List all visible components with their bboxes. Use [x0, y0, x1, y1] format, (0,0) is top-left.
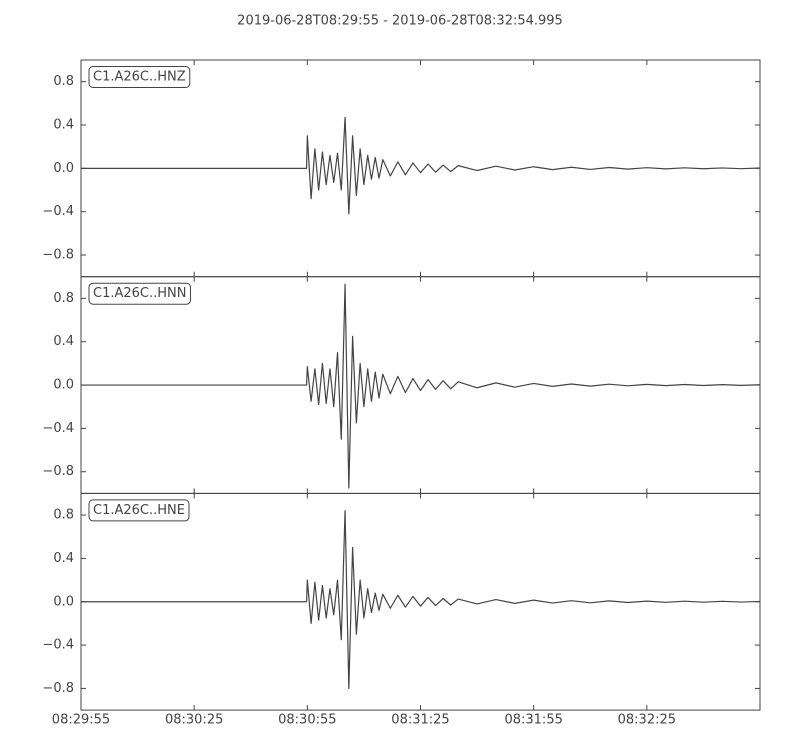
trace-label: C1.A26C..HNN: [93, 286, 186, 301]
chart-title: 2019-06-28T08:29:55 - 2019-06-28T08:32:5…: [237, 14, 563, 29]
waveform: [81, 116, 761, 215]
y-tick-label: −0.8: [42, 464, 74, 479]
trace-label-box: [88, 66, 191, 88]
x-tick-label: 08:31:25: [391, 713, 449, 728]
y-tick-label: 0.4: [53, 551, 74, 566]
y-tick-label: 0.0: [53, 161, 74, 176]
waveform: [81, 283, 761, 489]
y-tick-label: 0.8: [53, 291, 74, 306]
x-tick-label: 08:30:55: [278, 713, 336, 728]
x-tick-label: 08:32:25: [618, 713, 676, 728]
trace-label-box: [88, 499, 190, 522]
trace-label-box: [88, 282, 191, 305]
y-tick-label: 0.8: [53, 508, 74, 523]
trace-label: C1.A26C..HNZ: [93, 70, 186, 85]
x-tick-label: 08:30:25: [165, 713, 223, 728]
waveform: [81, 510, 761, 690]
y-tick-label: −0.4: [42, 204, 74, 219]
y-tick-label: −0.8: [42, 681, 74, 696]
y-tick-label: 0.0: [53, 378, 74, 393]
x-tick-label: 08:29:55: [52, 713, 110, 728]
x-tick-label: 08:31:55: [504, 713, 562, 728]
y-tick-label: 0.4: [53, 334, 74, 349]
y-tick-label: −0.8: [42, 248, 74, 263]
trace-label: C1.A26C..HNE: [93, 503, 185, 518]
y-tick-label: −0.4: [42, 421, 74, 436]
y-tick-label: 0.8: [53, 74, 74, 89]
y-tick-label: 0.4: [53, 118, 74, 133]
y-tick-label: 0.0: [53, 594, 74, 609]
y-tick-label: −0.4: [42, 638, 74, 653]
